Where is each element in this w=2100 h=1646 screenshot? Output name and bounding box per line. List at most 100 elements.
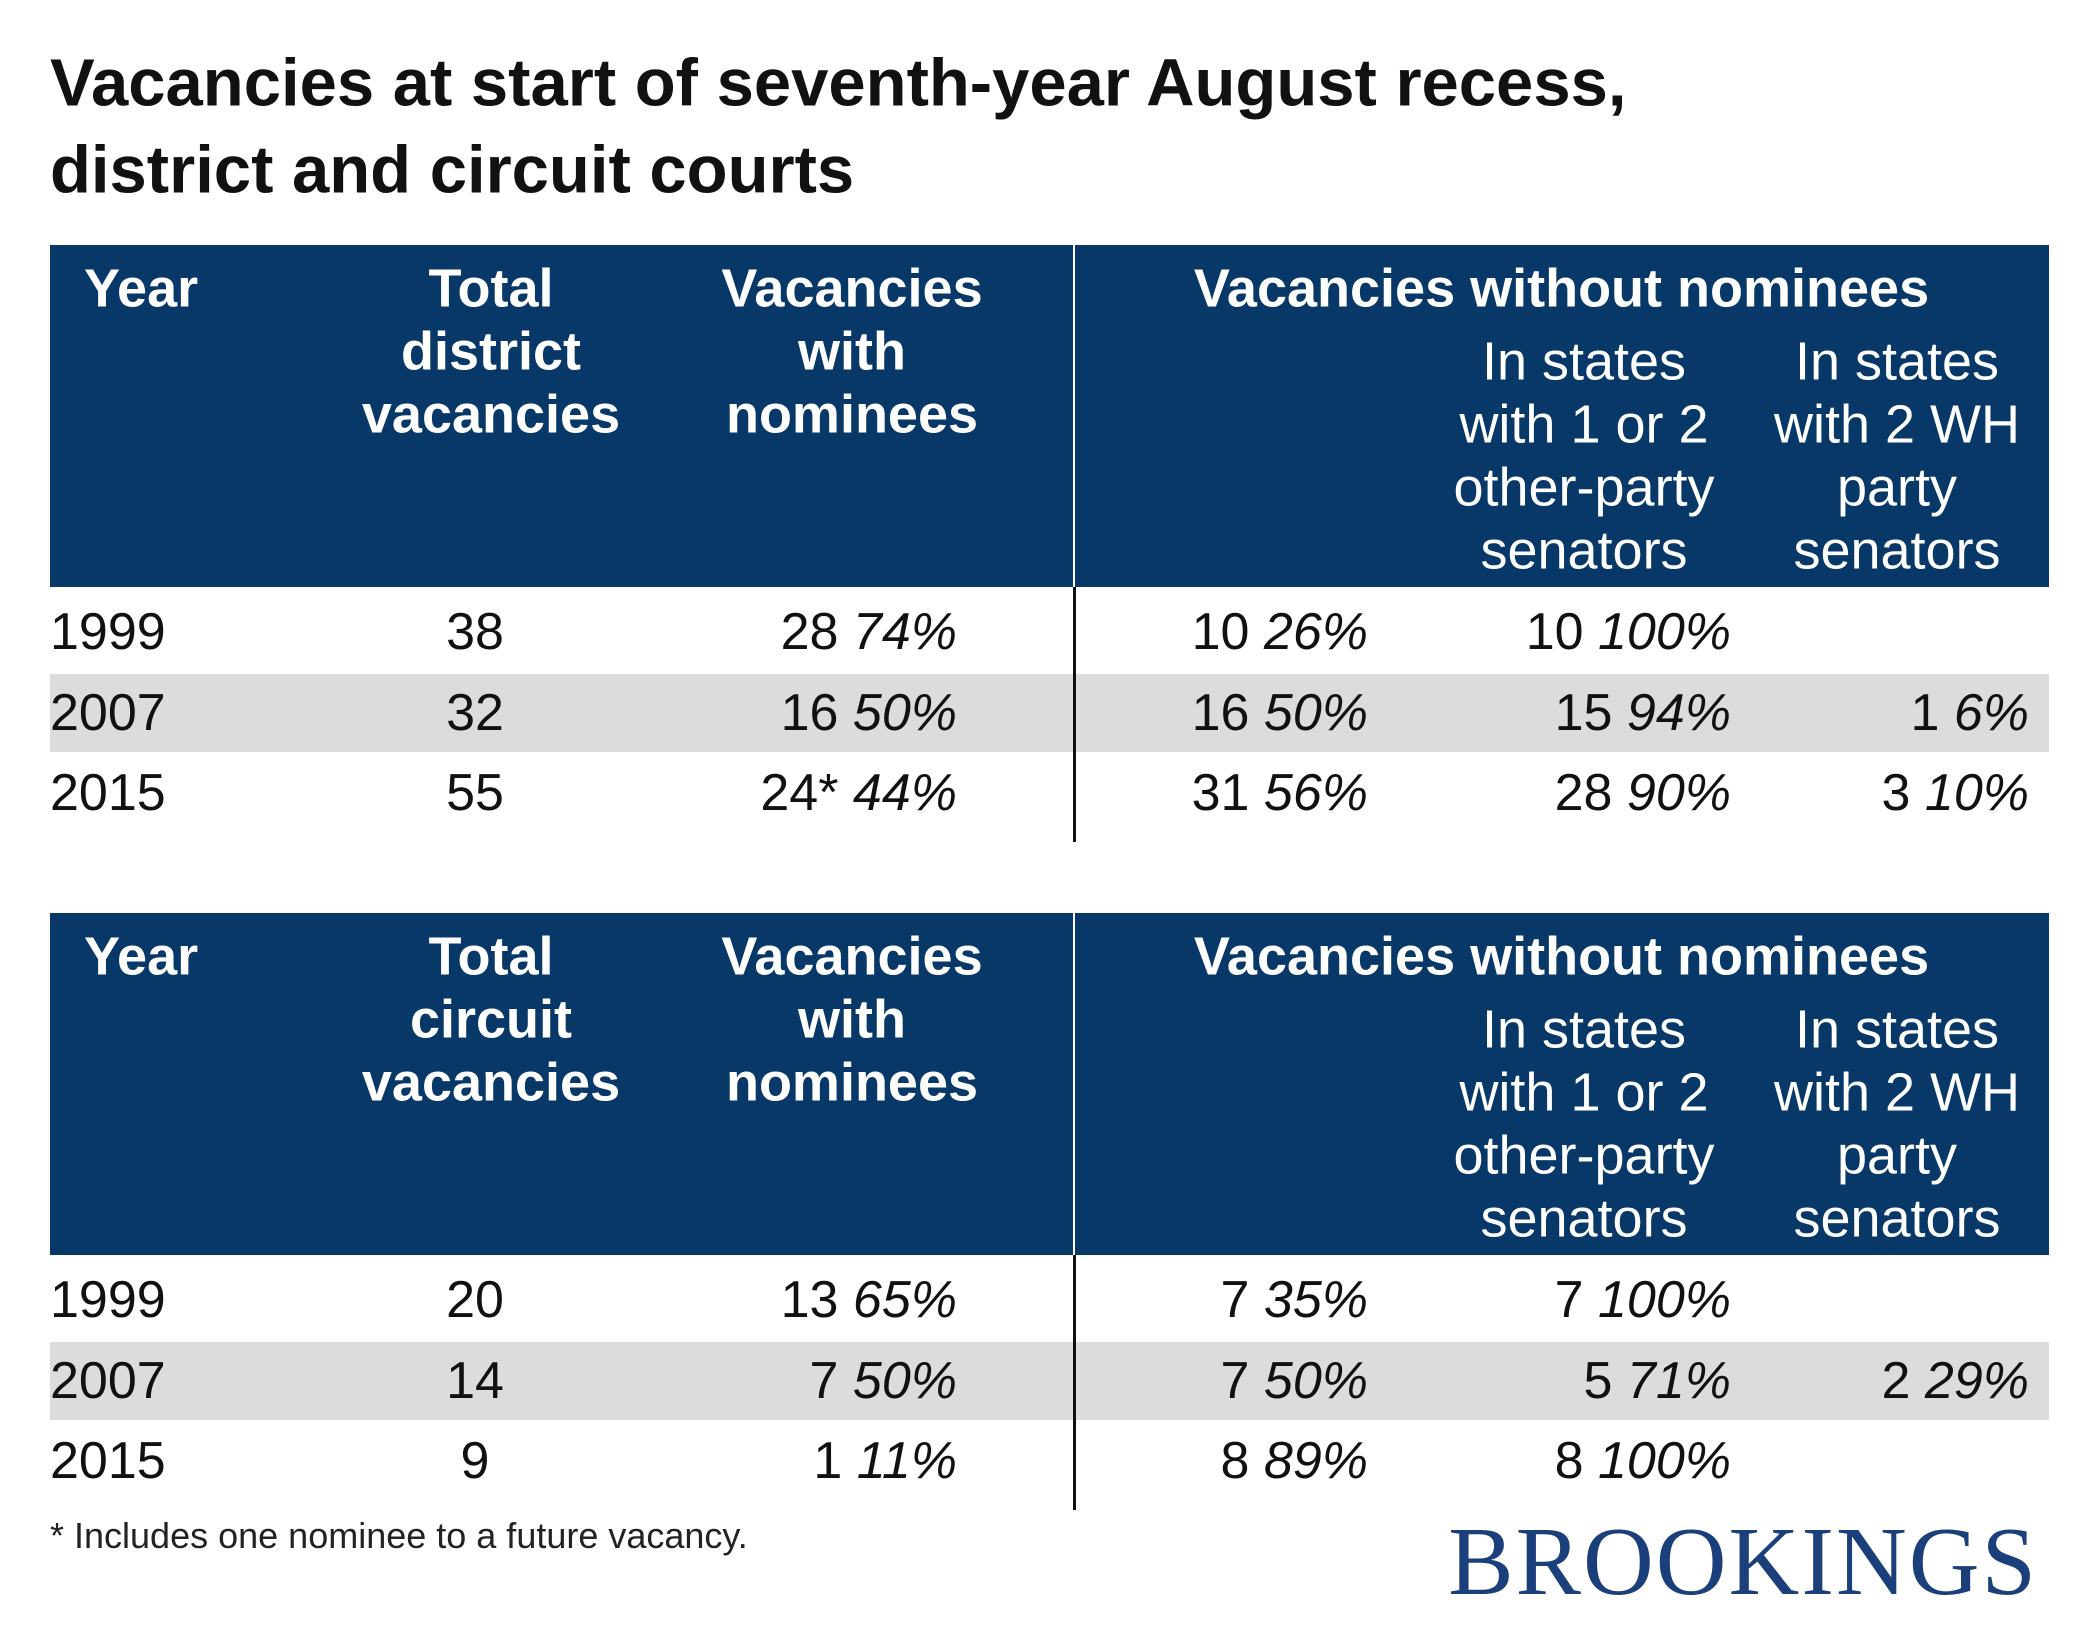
value-cell: 7 50% [457,1351,957,1411]
value-cell: 28 90% [1231,763,1731,823]
count: 13 [780,1271,839,1329]
percent: 100% [1598,603,1731,661]
header-other-party: In states [1481,331,1687,392]
column-divider [1073,587,1076,842]
count: 7 [1220,1271,1250,1329]
value-cell: 24* 44% [457,763,957,823]
header-total: district [400,321,582,382]
header-wh-party: with 2 WH [1773,394,2021,455]
count: 2 [1881,1351,1911,1410]
value-cell: 10 100% [1231,602,1731,662]
header-with: Vacancies [721,258,983,319]
total-cell: 20 [446,1271,504,1329]
value-cell: 1 6% [1529,683,2029,743]
percent: 50% [852,1351,957,1410]
header-year: Year [84,258,199,319]
header-without: Vacancies without nominees [1193,926,1930,987]
title-line: Vacancies at start of seventh-year Augus… [50,45,1627,121]
count: 28 [1554,764,1613,822]
count: 10 [1191,603,1250,661]
header-other-party: with 1 or 2 [1459,1062,1709,1123]
percent: 89% [1263,1432,1368,1490]
count: 5 [1583,1351,1613,1410]
value-cell: 7 50% [868,1351,1368,1411]
total-cell: 32 [446,683,504,742]
header-year: Year [84,926,199,987]
count: 1 [1910,683,1940,742]
header-with: nominees [725,1052,979,1113]
header-other-party: other-party [1453,1125,1715,1186]
header-other-party: In states [1481,999,1687,1060]
percent: 90% [1626,764,1731,822]
header-total: Total [428,258,554,319]
percent: 26% [1263,603,1368,661]
total-cell: 55 [446,764,504,822]
total-cell: 9 [460,1432,490,1490]
percent: 29% [1924,1351,2029,1410]
header-wh-party: party [1836,1125,1958,1186]
header-other-party: other-party [1453,457,1715,518]
header-total: vacancies [361,1052,621,1113]
value-cell: 31 56% [868,763,1368,823]
count: 15 [1554,683,1613,742]
value-cell: 16 50% [457,683,957,743]
header-total: circuit [409,989,573,1050]
header-wh-party: In states [1794,331,2000,392]
count: 16 [1191,683,1250,742]
header-wh-party: party [1836,457,1958,518]
year-cell: 1999 [50,1271,166,1329]
header-total: Total [428,926,554,987]
title-line: district and circuit courts [50,132,855,208]
percent: 44% [852,764,957,822]
column-divider [1073,1255,1076,1510]
value-cell: 3 10% [1529,763,2029,823]
percent: 56% [1263,764,1368,822]
header-with: with [798,989,906,1050]
percent: 6% [1953,683,2029,742]
value-cell: 28 74% [457,602,957,662]
header-wh-party: senators [1793,520,2001,581]
percent: 11% [856,1432,957,1490]
value-cell: 7 35% [868,1270,1368,1330]
value-cell: 15 94% [1231,683,1731,743]
count: 1 [813,1432,843,1490]
header-with: Vacancies [721,926,983,987]
value-cell: 1 11% [457,1431,957,1491]
total-cell: 14 [446,1351,504,1410]
value-cell: 2 29% [1529,1351,2029,1411]
header-other-party: senators [1480,1188,1688,1249]
logo: BROOKINGS [1448,1508,2038,1616]
header-divider [1073,245,1075,587]
count: 7 [809,1351,839,1410]
header-other-party: senators [1480,520,1688,581]
value-cell: 7 100% [1231,1270,1731,1330]
value-cell: 8 89% [868,1431,1368,1491]
header-with: nominees [725,384,979,445]
year-cell: 2015 [50,764,166,822]
table-header [50,245,2049,587]
value-cell: 10 26% [868,602,1368,662]
count: 28 [780,603,839,661]
count: 7 [1220,1351,1250,1410]
count: 7 [1554,1271,1584,1329]
count: 3 [1881,764,1911,822]
percent: 10% [1924,764,2029,822]
header-wh-party: In states [1794,999,2000,1060]
header-with: with [798,321,906,382]
count: 8 [1554,1432,1584,1490]
value-cell: 13 65% [457,1270,957,1330]
count: 16 [780,683,839,742]
percent: 50% [1263,683,1368,742]
count: 24* [760,764,839,822]
row-band [50,1341,2049,1420]
percent: 94% [1626,683,1731,742]
count: 10 [1525,603,1584,661]
row-band [50,673,2049,752]
header-divider [1073,913,1075,1255]
percent: 100% [1598,1432,1731,1490]
total-cell: 38 [446,603,504,661]
percent: 50% [1263,1351,1368,1410]
percent: 50% [852,683,957,742]
header-total: vacancies [361,384,621,445]
